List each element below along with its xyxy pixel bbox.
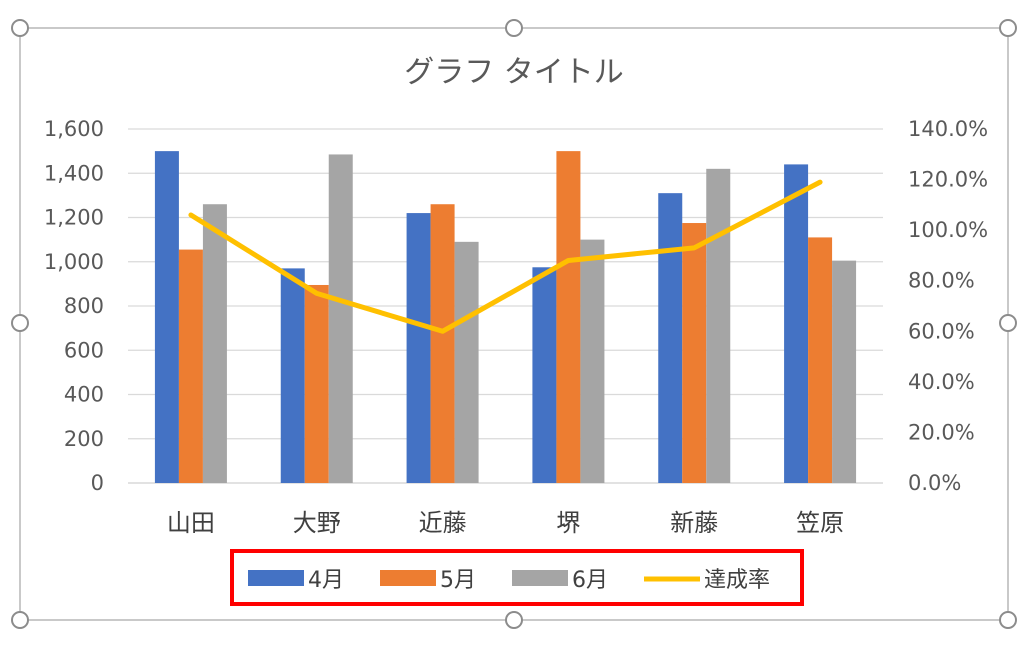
y2-tick-label: 120.0% [908,168,988,192]
x-tick-label: 大野 [293,509,341,537]
handle-middle-right[interactable] [999,314,1017,332]
bar[interactable] [328,154,353,483]
y-axis-right: 0.0% 20.0% 40.0% 60.0% 80.0% 100.0% 120.0% 140.… [908,117,988,495]
bar[interactable] [580,239,605,483]
bar[interactable] [532,267,557,483]
legend-label: 5月 [440,568,476,593]
legend-highlight-box [230,549,804,606]
bar[interactable] [658,193,683,483]
bar[interactable] [154,151,179,483]
bar[interactable] [706,168,731,483]
bar[interactable] [430,204,455,483]
y-tick-label: 1,400 [44,161,104,185]
y-tick-label: 1,000 [44,250,104,274]
y-tick-label: 0 [91,471,104,495]
x-tick-label: 新藤 [670,509,718,537]
y-tick-label: 600 [64,338,104,362]
y-tick-label: 800 [64,294,104,318]
bar[interactable] [808,237,833,483]
handle-bottom-left[interactable] [11,611,29,629]
y2-tick-label: 100.0% [908,218,988,242]
legend-label: 達成率 [704,568,770,593]
bar[interactable] [784,164,809,483]
x-tick-label: 山田 [167,509,215,537]
legend-swatch [248,570,304,586]
selection-handles[interactable] [11,19,1017,629]
handle-bottom-center[interactable] [505,611,523,629]
handle-bottom-right[interactable] [999,611,1017,629]
y-tick-label: 1,200 [44,206,104,230]
legend-label: 6月 [572,568,608,593]
y2-tick-label: 60.0% [908,319,975,343]
bar[interactable] [682,223,707,483]
legend[interactable]: 4月 5月 6月 達成率 [248,568,770,593]
y-tick-label: 200 [64,427,104,451]
handle-top-left[interactable] [11,19,29,37]
chart-title[interactable]: グラフ タイトル [404,55,624,90]
y-tick-label: 400 [64,383,104,407]
gridlines [128,128,883,484]
legend-swatch [512,570,568,586]
bar[interactable] [304,284,329,483]
bar[interactable] [280,268,305,483]
y2-tick-label: 140.0% [908,117,988,141]
bar[interactable] [406,213,431,483]
bar[interactable] [832,260,857,483]
y2-tick-label: 40.0% [908,370,975,394]
bar[interactable] [178,249,203,483]
handle-top-center[interactable] [505,19,523,37]
handle-middle-left[interactable] [11,314,29,332]
legend-swatch [380,570,436,586]
y-tick-label: 1,600 [44,117,104,141]
y2-tick-label: 20.0% [908,420,975,444]
x-tick-label: 近藤 [419,509,467,537]
y2-tick-label: 80.0% [908,269,975,293]
bar[interactable] [454,241,479,483]
series-line[interactable] [188,179,823,334]
bar[interactable] [202,204,227,483]
x-tick-label: 堺 [556,509,580,537]
bar[interactable] [556,151,581,483]
handle-top-right[interactable] [999,19,1017,37]
x-tick-label: 笠原 [796,509,844,537]
y-axis-left: 0 200 400 600 800 1,000 1,200 1,400 1,600 [44,117,104,495]
line-series [188,179,823,334]
legend-label: 4月 [308,568,344,593]
x-axis: 山田 大野 近藤 堺 新藤 笠原 [167,509,844,537]
bar-series [154,151,857,483]
y2-tick-label: 0.0% [908,471,961,495]
